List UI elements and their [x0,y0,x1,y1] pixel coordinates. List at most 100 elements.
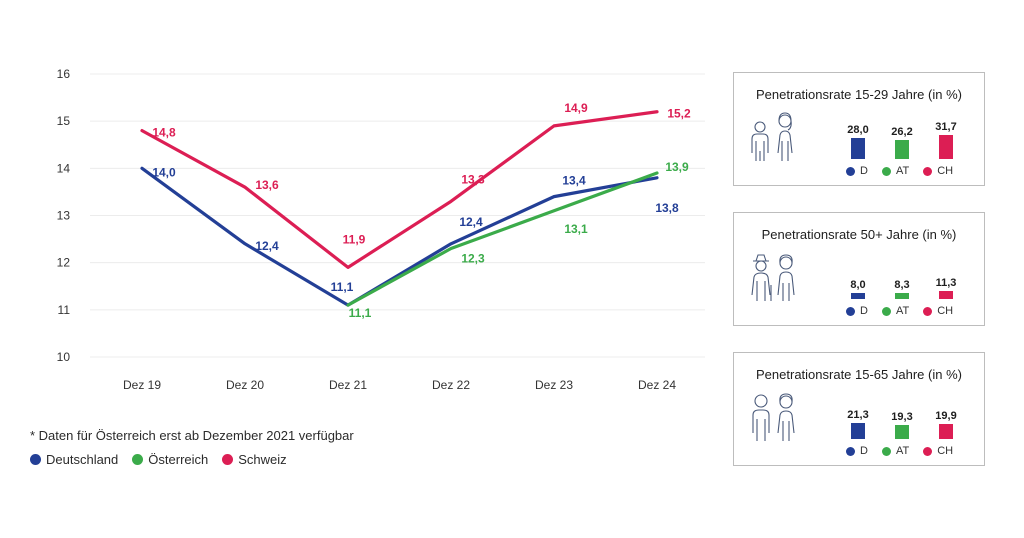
y-tick-label: 14 [57,161,71,175]
bar-chart-15-29: 28,0 26,2 31,7 [834,109,974,159]
bar-value-at: 19,3 [891,411,913,423]
data-label: 12,3 [461,252,485,266]
bar-chart-15-65: 21,3 19,3 19,9 [834,389,974,439]
panel-legend-label-d: D [860,165,868,177]
data-label: 15,2 [667,107,691,121]
panel-legend-d: D [846,445,868,457]
legend-label-oesterreich: Österreich [148,452,209,467]
y-tick-label: 13 [57,209,71,223]
bar-d [851,138,865,159]
legend-dot-oesterreich [132,454,144,465]
x-tick-label: Dez 19 [123,378,161,392]
panel-legend-d: D [846,305,868,317]
bar-col-at: 19,3 [878,411,926,439]
panel-legend-at: AT [881,305,910,317]
panel-legend-label-at: AT [895,445,910,457]
data-label: 13,6 [255,178,279,192]
data-label: 12,4 [255,239,279,253]
legend-dot-d [846,446,855,456]
bar-value-ch: 11,3 [935,277,957,289]
legend-label-deutschland: Deutschland [46,452,119,467]
bar-value-ch: 31,7 [935,121,957,133]
line-chart: 10 11 12 13 14 15 16 Dez 19 Dez 20 Dez 21 Dez 22 De… [57,67,705,392]
panel-legend-label-ch: CH [937,445,954,457]
legend-item-schweiz: Schweiz [222,452,287,467]
x-tick-label: Dez 24 [638,378,676,392]
panel-legend-ch: CH [923,305,953,317]
series-line-deutschland [140,166,659,307]
panel-legend-label-d: D [860,305,868,317]
data-label: 13,4 [562,174,586,188]
data-label: 13,8 [655,201,679,215]
legend-item-deutschland: Deutschland [30,452,118,467]
data-label: 13,1 [564,222,588,236]
data-label: 13,9 [665,160,689,174]
data-label: 14,0 [152,165,176,179]
bar-at [895,140,909,159]
legend-dot-deutschland [30,454,41,465]
x-tick-label: Dez 21 [329,378,367,392]
y-tick-label: 15 [57,114,71,128]
panel-legend-label-at: AT [895,305,910,317]
series-line-schweiz [140,110,659,269]
bar-col-at: 8,3 [878,279,926,299]
panel-title: Penetrationsrate 15-29 Jahre (in %) [756,87,962,102]
youth-people-icon [751,112,793,161]
panel-title: Penetrationsrate 15-65 Jahre (in %) [756,367,962,382]
panel-title: Penetrationsrate 50+ Jahre (in %) [761,227,957,242]
bar-col-ch: 11,3 [922,277,970,299]
y-tick-label: 16 [57,67,71,81]
legend-dot-ch [923,166,933,176]
data-label: 12,4 [459,215,483,229]
panel-15-65: Penetrationsrate 15-65 Jahre (in %) 21,3… [733,352,985,466]
legend-item-oesterreich: Österreich [132,452,208,467]
x-tick-label: Dez 23 [535,378,573,392]
bar-col-at: 26,2 [878,126,926,159]
y-tick-label: 11 [58,303,71,317]
bar-col-ch: 31,7 [922,121,970,159]
bar-at [895,425,909,439]
bar-value-d: 21,3 [847,409,869,421]
y-tick-label: 10 [57,350,71,364]
panel-legend-label-ch: CH [937,305,954,317]
panel-legend-label-at: AT [895,165,910,177]
legend-dot-schweiz [222,454,234,465]
legend-dot-d [846,166,855,176]
chart-legend: Deutschland Österreich Schweiz [30,452,287,467]
bar-ch [939,291,953,299]
bar-value-ch: 19,9 [935,410,957,422]
bar-d [851,423,865,439]
bar-at [895,293,909,299]
bar-ch [939,424,953,439]
adult-people-icon [752,393,795,441]
bar-ch [939,135,953,159]
panel-legend: D AT CH [846,305,953,317]
legend-dot-at [881,166,891,176]
legend-dot-at [881,446,891,456]
y-tick-label: 12 [57,256,71,270]
chart-footnote: * Daten für Österreich erst ab Dezember … [30,428,354,443]
panel-legend-at: AT [881,165,910,177]
panel-legend-label-ch: CH [937,165,954,177]
bar-value-at: 26,2 [891,126,913,138]
bar-col-d: 8,0 [834,279,882,299]
bar-col-d: 28,0 [834,124,882,159]
legend-dot-at [881,306,891,316]
x-tick-label: Dez 20 [226,378,264,392]
data-label: 11,1 [331,280,354,294]
legend-dot-d [846,306,855,316]
data-label: 11,1 [349,306,372,320]
panel-legend-d: D [846,165,868,177]
bar-value-at: 8,3 [894,279,910,291]
data-label: 14,9 [564,101,588,115]
bar-value-d: 8,0 [850,279,866,291]
data-label: 11,9 [343,232,366,246]
legend-dot-ch [923,446,933,456]
bar-col-d: 21,3 [834,409,882,439]
bar-chart-50plus: 8,0 8,3 11,3 [834,249,974,299]
legend-dot-ch [923,306,933,316]
senior-people-icon [751,254,795,301]
panel-legend: D AT CH [846,165,953,177]
panel-15-29: Penetrationsrate 15-29 Jahre (in %) 28,0… [733,72,985,186]
panel-legend-ch: CH [923,165,953,177]
